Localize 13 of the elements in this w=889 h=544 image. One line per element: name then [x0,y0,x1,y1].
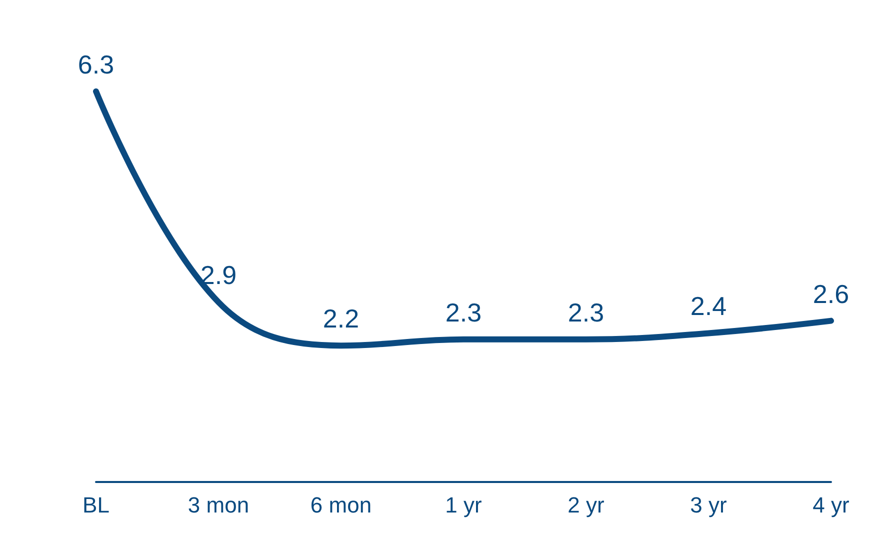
data-label: 2.3 [568,297,604,328]
data-label: 2.4 [690,291,727,322]
x-tick-label: 4 yr [812,492,850,518]
data-label: 6.3 [78,49,114,80]
x-tick-label: BL [82,492,110,518]
x-tick-label: 1 yr [445,492,482,518]
x-tick-label: 2 yr [568,492,604,518]
data-label: 2.2 [322,304,360,334]
x-tick-label: 6 mon [310,492,372,518]
data-label: 2.6 [812,278,850,309]
x-tick-label: 3 yr [690,492,727,518]
data-label: 2.3 [445,297,482,328]
x-tick-label: 3 mon [188,492,250,518]
